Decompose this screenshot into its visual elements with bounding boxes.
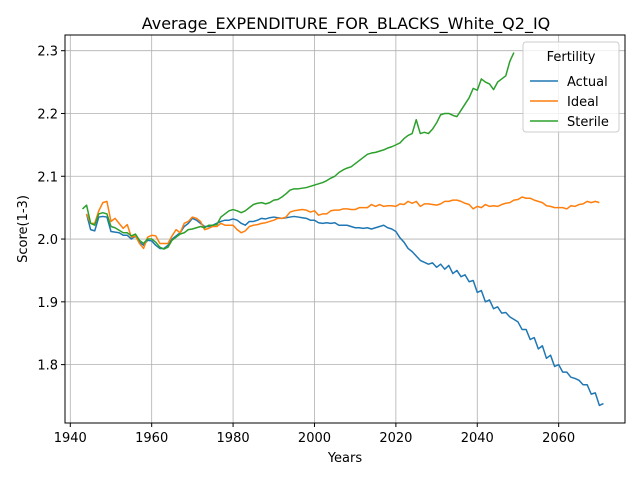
legend-label-sterile: Sterile xyxy=(567,115,609,130)
x-tick-label: 1940 xyxy=(54,431,87,446)
x-tick-label: 2000 xyxy=(298,431,331,446)
x-tick-label: 2060 xyxy=(542,431,575,446)
x-tick-label: 1980 xyxy=(217,431,250,446)
x-tick-label: 2020 xyxy=(379,431,412,446)
y-axis-ticks: 1.8 1.9 2.0 2.1 2.2 2.3 xyxy=(37,45,65,374)
legend: Fertility Actual Ideal Sterile xyxy=(522,41,620,133)
series-lines xyxy=(81,52,604,407)
x-tick-label: 1960 xyxy=(135,431,168,446)
chart-title: Average_EXPENDITURE_FOR_BLACKS_White_Q2_… xyxy=(142,14,551,34)
y-tick-label: 2.1 xyxy=(37,170,58,185)
y-tick-label: 2.2 xyxy=(37,107,58,122)
x-axis-ticks: 1940 1960 1980 2000 2020 2040 2060 xyxy=(54,423,575,446)
legend-title: Fertility xyxy=(547,50,596,65)
series-line-actual xyxy=(85,213,604,407)
x-tick-label: 2040 xyxy=(461,431,494,446)
legend-frame xyxy=(522,41,620,133)
y-tick-label: 1.8 xyxy=(37,359,58,374)
plot-frame xyxy=(64,34,626,424)
series-line-ideal xyxy=(85,196,600,250)
y-tick-label: 2.0 xyxy=(37,233,58,248)
y-tick-label: 2.3 xyxy=(37,45,58,60)
y-tick-label: 1.9 xyxy=(37,296,58,311)
series-line-sterile xyxy=(81,52,515,250)
legend-label-actual: Actual xyxy=(567,75,608,90)
legend-entries: Actual Ideal Sterile xyxy=(530,75,609,130)
y-axis-label: Score(1-3) xyxy=(16,195,31,263)
x-axis-label: Years xyxy=(327,451,363,466)
legend-label-ideal: Ideal xyxy=(567,95,599,110)
